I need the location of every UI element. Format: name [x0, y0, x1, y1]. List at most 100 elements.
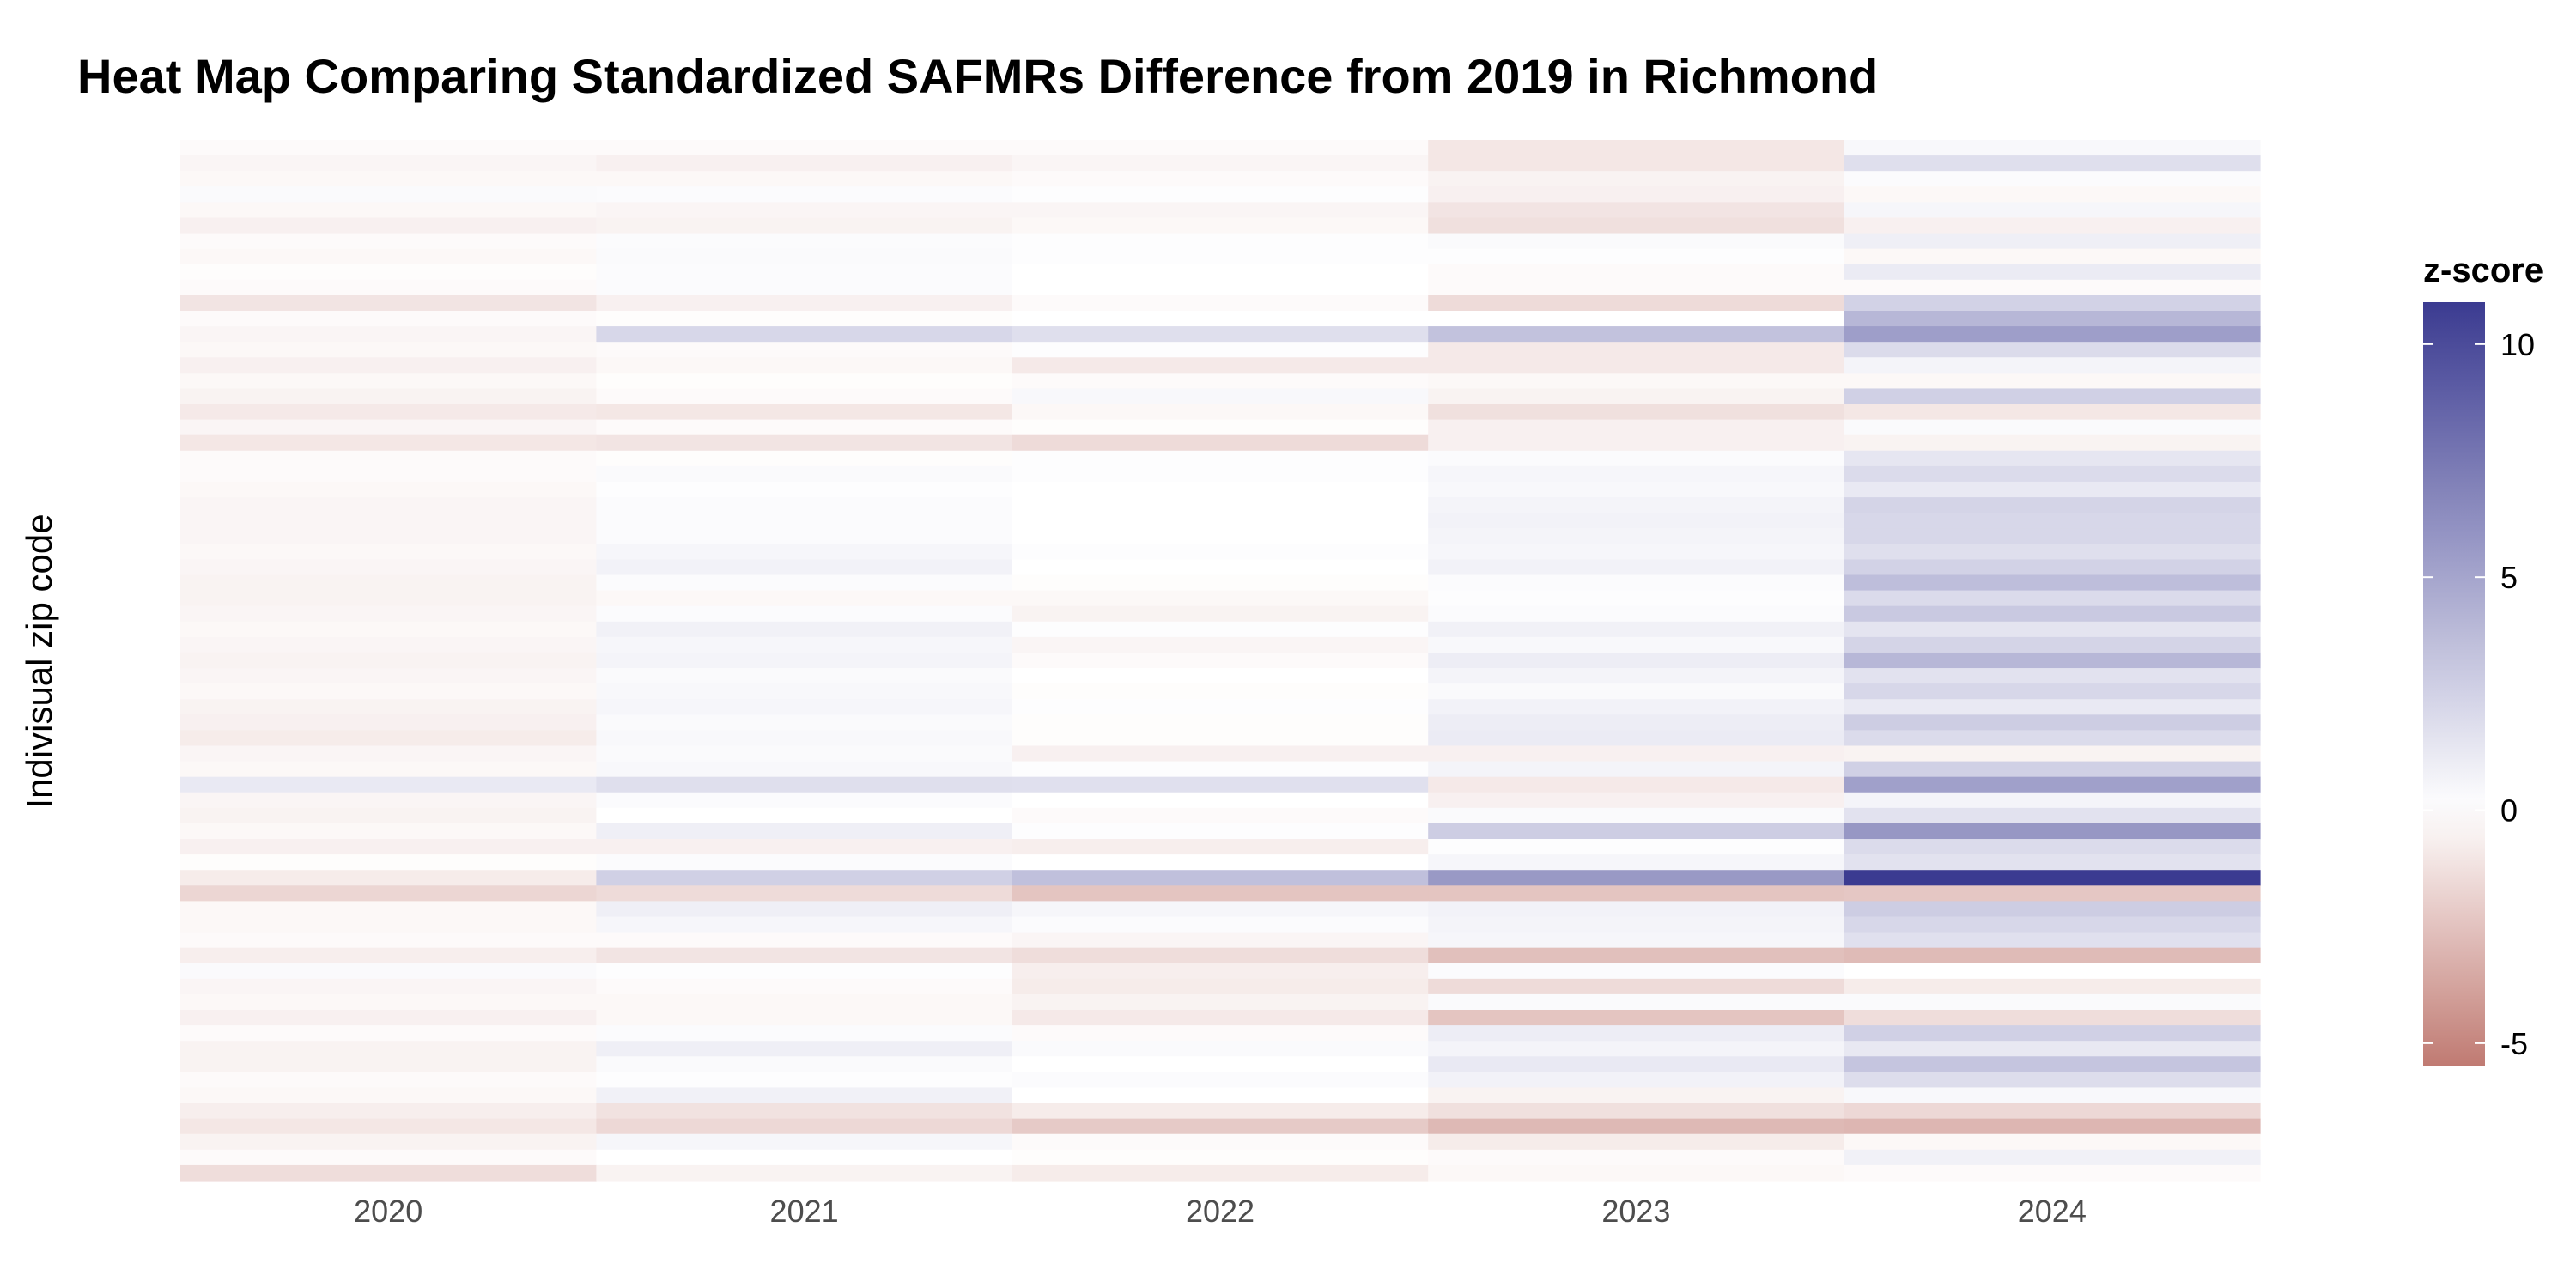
heatmap-cell	[180, 839, 597, 855]
heatmap-cell	[1012, 1041, 1429, 1057]
heatmap-cell	[180, 823, 597, 840]
heatmap-cell	[180, 993, 597, 1011]
heatmap-cell	[180, 450, 597, 467]
heatmap-cell	[180, 481, 597, 498]
heatmap-cell	[1012, 978, 1429, 995]
heatmap-cell	[180, 885, 597, 902]
heatmap-cell	[596, 528, 1013, 544]
heatmap-cell	[180, 652, 597, 669]
heatmap-cell	[1844, 932, 2261, 949]
heatmap-cell	[180, 1149, 597, 1166]
heatmap-cell	[1844, 839, 2261, 855]
heatmap-cell	[1844, 248, 2261, 265]
heatmap-cell	[180, 947, 597, 964]
heatmap-cell	[1428, 513, 1845, 529]
heatmap-cell	[1844, 947, 2261, 964]
heatmap-cell	[596, 885, 1013, 902]
y-axis-label: Indivisual zip code	[19, 513, 59, 808]
heatmap-cell	[596, 450, 1013, 467]
heatmap-cell	[596, 140, 1013, 156]
heatmap-cell	[1844, 171, 2261, 187]
heatmap-cell	[180, 932, 597, 949]
x-tick-label: 2020	[354, 1194, 422, 1229]
heatmap-cell	[1428, 668, 1845, 684]
heatmap-cell	[1844, 963, 2261, 980]
heatmap-cell	[596, 574, 1013, 592]
heatmap-cell	[1012, 652, 1429, 669]
heatmap-cell	[1844, 528, 2261, 544]
heatmap-cell	[180, 342, 597, 358]
heatmap-cell	[1012, 947, 1429, 964]
heatmap-cell	[1012, 481, 1429, 498]
heatmap-cell	[596, 839, 1013, 855]
heatmap-cell	[596, 1010, 1013, 1026]
heatmap-cell	[180, 745, 597, 762]
heatmap-cell	[1012, 544, 1429, 561]
heatmap-cell	[1012, 155, 1429, 172]
heatmap-cell	[180, 854, 597, 871]
heatmap-cell	[1844, 1133, 2261, 1151]
heatmap-cell	[1012, 513, 1429, 529]
heatmap-cell	[1844, 465, 2261, 483]
heatmap-cell	[1844, 559, 2261, 576]
legend-colorbar	[2423, 302, 2485, 1066]
heatmap-cell	[596, 963, 1013, 980]
heatmap-cell	[180, 1164, 597, 1182]
heatmap-cell	[180, 279, 597, 296]
heatmap-cell	[1012, 839, 1429, 855]
heatmap-cell	[1012, 342, 1429, 358]
heatmap-cell	[1428, 621, 1845, 638]
heatmap-cell	[1012, 419, 1429, 436]
heatmap-cell	[1428, 342, 1845, 358]
heatmap-cell	[1428, 1041, 1845, 1057]
heatmap-cell	[1844, 714, 2261, 731]
heatmap-cell	[180, 434, 597, 452]
heatmap-cell	[596, 434, 1013, 452]
heatmap-cell	[596, 404, 1013, 421]
heatmap-cell	[1844, 574, 2261, 592]
heatmap-cell	[1428, 326, 1845, 343]
heatmap-cell	[1012, 885, 1429, 902]
heatmap-cell	[1428, 807, 1845, 824]
heatmap-cell	[180, 574, 597, 592]
heatmap-cell	[1844, 434, 2261, 452]
heatmap-cell	[596, 373, 1013, 390]
heatmap-cell	[180, 326, 597, 343]
heatmap-cell	[180, 792, 597, 809]
heatmap-cell	[596, 1087, 1013, 1104]
heatmap-cell	[180, 1103, 597, 1120]
heatmap-cell	[1844, 776, 2261, 793]
heatmap-cell	[596, 699, 1013, 715]
heatmap-cell	[1012, 1025, 1429, 1042]
heatmap-cell	[1012, 1164, 1429, 1182]
heatmap-cell	[596, 1072, 1013, 1089]
x-tick-label: 2021	[770, 1194, 839, 1229]
heatmap-cell	[1844, 636, 2261, 653]
heatmap-cell	[180, 761, 597, 778]
heatmap-cell	[596, 217, 1013, 234]
heatmap-cell	[596, 807, 1013, 824]
heatmap-cell	[180, 264, 597, 281]
x-tick-label: 2024	[2018, 1194, 2087, 1229]
heatmap-cell	[1012, 668, 1429, 684]
heatmap-cell	[180, 1087, 597, 1104]
heatmap-cell	[180, 171, 597, 187]
heatmap-cell	[1012, 528, 1429, 544]
heatmap-cell	[596, 202, 1013, 219]
heatmap-cell	[596, 683, 1013, 700]
heatmap-cell	[1844, 854, 2261, 871]
heatmap-cell	[1012, 854, 1429, 871]
heatmap-cell	[596, 590, 1013, 607]
heatmap-cell	[1428, 730, 1845, 747]
heatmap-cell	[1844, 140, 2261, 156]
heatmap-cell	[1844, 652, 2261, 669]
heatmap-cell	[596, 792, 1013, 809]
heatmap-cell	[180, 1041, 597, 1057]
heatmap-cell	[1012, 761, 1429, 778]
heatmap-cell	[180, 1056, 597, 1072]
heatmap-cell	[180, 528, 597, 544]
heatmap-cell	[596, 1041, 1013, 1057]
heatmap-cell	[1428, 652, 1845, 669]
heatmap-cell	[180, 683, 597, 700]
legend-tick-label: 5	[2500, 560, 2518, 595]
